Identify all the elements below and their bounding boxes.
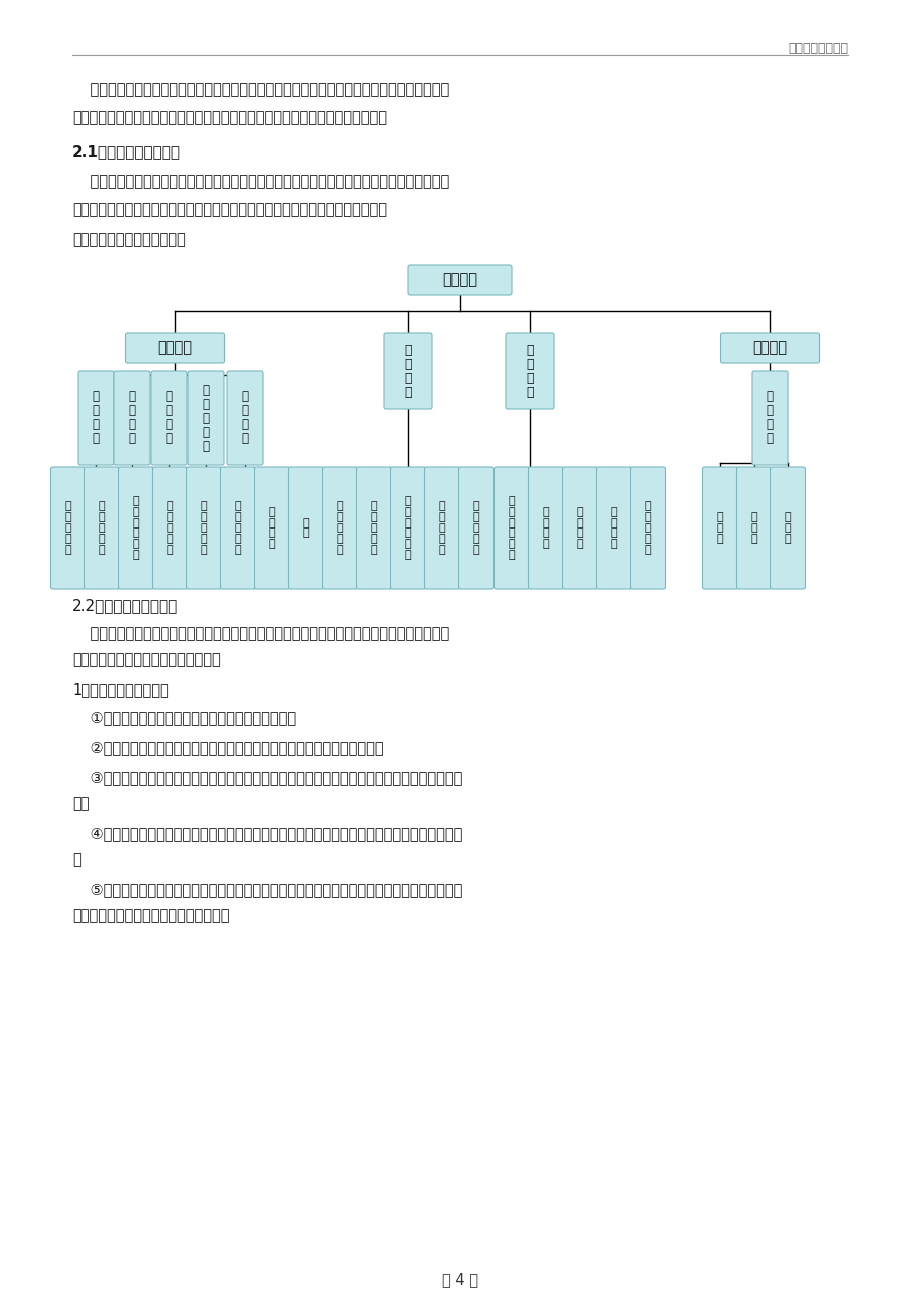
Text: 工
地
清
洁
工: 工 地 清 洁 工 <box>644 502 651 555</box>
Text: 管理，项目经理、班组明确各自职责。: 管理，项目经理、班组明确各自职责。 <box>72 652 221 667</box>
FancyBboxPatch shape <box>187 466 221 589</box>
Text: 水
电
主
管: 水 电 主 管 <box>129 391 135 446</box>
FancyBboxPatch shape <box>424 466 459 589</box>
Text: 质
安
主
管: 质 安 主 管 <box>241 391 248 446</box>
FancyBboxPatch shape <box>562 466 596 589</box>
Text: 钢
结
构
主
管: 钢 结 构 主 管 <box>202 383 210 452</box>
Text: ④、按照投标承诺，组建项目部质量管理体系，及时组织处理项目施工过程中出现的各种质量问: ④、按照投标承诺，组建项目部质量管理体系，及时组织处理项目施工过程中出现的各种质… <box>72 826 462 840</box>
FancyBboxPatch shape <box>153 466 187 589</box>
Text: 项目经理: 项目经理 <box>442 272 477 288</box>
Text: ⑤、按照投标承诺，组建项目部安全文明施工管理体系，组织项目安全文明施工检查，及时处理: ⑤、按照投标承诺，组建项目部安全文明施工管理体系，组织项目安全文明施工检查，及时… <box>72 882 462 896</box>
FancyBboxPatch shape <box>78 371 114 465</box>
Text: 工
地
保
安: 工 地 保 安 <box>576 507 583 549</box>
Text: 技
术
员: 技 术 员 <box>716 512 722 543</box>
Text: ②、按照项目进度计划要求，及时组织各种劳务资源、材料、设备及时进场: ②、按照项目进度计划要求，及时组织各种劳务资源、材料、设备及时进场 <box>72 740 383 754</box>
Text: ③、及时处理项目进度出现的各种矛盾，保证项目按照总进度计划、甲方所要求的节点进度计划: ③、及时处理项目进度出现的各种矛盾，保证项目按照总进度计划、甲方所要求的节点进度… <box>72 770 462 784</box>
Text: 焊
工: 焊 工 <box>302 517 309 538</box>
Text: 行施工管理，确保工程自始至终处于受控状态，项目经理部、班组明确各自职责。: 行施工管理，确保工程自始至终处于受控状态，项目经理部、班组明确各自职责。 <box>72 109 387 125</box>
Text: 题: 题 <box>72 852 81 866</box>
Text: 混
凝
土
施
工
员: 混 凝 土 施 工 员 <box>132 496 139 560</box>
Text: 项目组织机构及人员配备图：: 项目组织机构及人员配备图： <box>72 232 186 248</box>
Text: 中大建设有限公司: 中大建设有限公司 <box>788 42 847 55</box>
FancyBboxPatch shape <box>505 334 553 409</box>
Text: 专
职
质
检
员: 专 职 质 检 员 <box>438 502 445 555</box>
FancyBboxPatch shape <box>528 466 562 589</box>
Text: 项目施工过程中出现的各种安全文明问题: 项目施工过程中出现的各种安全文明问题 <box>72 908 229 923</box>
FancyBboxPatch shape <box>390 466 425 589</box>
FancyBboxPatch shape <box>407 265 512 294</box>
Text: 幕
墙
主
管: 幕 墙 主 管 <box>165 391 173 446</box>
Text: 生产经理: 生产经理 <box>157 340 192 356</box>
FancyBboxPatch shape <box>119 466 153 589</box>
Text: 1）、项目经理主要职责: 1）、项目经理主要职责 <box>72 681 168 697</box>
FancyBboxPatch shape <box>227 371 263 465</box>
FancyBboxPatch shape <box>702 466 737 589</box>
FancyBboxPatch shape <box>187 371 223 465</box>
FancyBboxPatch shape <box>51 466 85 589</box>
Text: 工
地
厨
师: 工 地 厨 师 <box>542 507 549 549</box>
FancyBboxPatch shape <box>736 466 771 589</box>
Text: 资
料
员: 资 料 员 <box>750 512 756 543</box>
Text: 钢
筋
施
工
员: 钢 筋 施 工 员 <box>64 502 72 555</box>
FancyBboxPatch shape <box>289 466 323 589</box>
FancyBboxPatch shape <box>458 466 493 589</box>
Text: 防
水
施
工
员: 防 水 施 工 员 <box>166 502 173 555</box>
Text: 施工: 施工 <box>72 796 89 810</box>
FancyBboxPatch shape <box>596 466 630 589</box>
FancyBboxPatch shape <box>770 466 805 589</box>
Text: 工
地
杂
工: 工 地 杂 工 <box>610 507 617 549</box>
Text: 质量、进度、安全、资金控制，管理安全生产、文明施工及施工过程的内外协调。: 质量、进度、安全、资金控制，管理安全生产、文明施工及施工过程的内外协调。 <box>72 202 387 218</box>
Text: 砌
体
施
工
员: 砌 体 施 工 员 <box>200 502 207 555</box>
FancyBboxPatch shape <box>151 371 187 465</box>
Text: 土
建
主
管: 土 建 主 管 <box>93 391 99 446</box>
FancyBboxPatch shape <box>323 466 357 589</box>
Text: 水
电
维
修
工: 水 电 维 修 工 <box>336 502 343 555</box>
Text: 技术总工: 技术总工 <box>752 340 787 356</box>
FancyBboxPatch shape <box>114 371 150 465</box>
FancyBboxPatch shape <box>630 466 664 589</box>
FancyBboxPatch shape <box>255 466 289 589</box>
Text: 在整个施工过程中，将严格按照公司质量手册、程序文件及工程施工管理手册等文件进行施工: 在整个施工过程中，将严格按照公司质量手册、程序文件及工程施工管理手册等文件进行施… <box>72 625 448 641</box>
FancyBboxPatch shape <box>720 334 819 364</box>
Text: 预
算
员: 预 算 员 <box>784 512 790 543</box>
FancyBboxPatch shape <box>125 334 224 364</box>
Text: 后
勤
主
管: 后 勤 主 管 <box>526 344 533 399</box>
Text: 2.1、现场管理组织机构: 2.1、现场管理组织机构 <box>72 145 181 159</box>
Text: 木
工
施
工
员: 木 工 施 工 员 <box>98 502 105 555</box>
FancyBboxPatch shape <box>85 466 119 589</box>
Text: 水
施
工
员: 水 施 工 员 <box>268 507 275 549</box>
Text: 装
修
施
工
员: 装 修 施 工 员 <box>234 502 241 555</box>
Text: 专
职
安
全
员: 专 职 安 全 员 <box>472 502 479 555</box>
FancyBboxPatch shape <box>751 371 788 465</box>
Text: 工程整个施工过程中，将严格按照我司质量管理手册、程序文件及工程施工管理手册等文件进: 工程整个施工过程中，将严格按照我司质量管理手册、程序文件及工程施工管理手册等文件… <box>72 82 448 96</box>
Text: 为确保实现工程管理目标，建立高效项目部，以严肃履行与业主合同为宗旨，全面负责工程的: 为确保实现工程管理目标，建立高效项目部，以严肃履行与业主合同为宗旨，全面负责工程… <box>72 175 448 189</box>
FancyBboxPatch shape <box>383 334 432 409</box>
Text: ①、按照公司要求、项目特点、投标承诺组建项目部: ①、按照公司要求、项目特点、投标承诺组建项目部 <box>72 710 296 724</box>
FancyBboxPatch shape <box>357 466 391 589</box>
Text: 项
目
部
采
购
员: 项 目 部 采 购 员 <box>508 496 515 560</box>
Text: 技
术
主
管: 技 术 主 管 <box>766 391 773 446</box>
Text: 幕
墙
施
工
员: 幕 墙 施 工 员 <box>370 502 377 555</box>
Text: 钢
结
构
施
工
员: 钢 结 构 施 工 员 <box>404 496 411 560</box>
FancyBboxPatch shape <box>494 466 529 589</box>
Text: 第 4 页: 第 4 页 <box>441 1272 478 1287</box>
Text: 采
购
主
管: 采 购 主 管 <box>403 344 412 399</box>
FancyBboxPatch shape <box>221 466 255 589</box>
Text: 2.2、管理人员职责分工: 2.2、管理人员职责分工 <box>72 598 178 612</box>
